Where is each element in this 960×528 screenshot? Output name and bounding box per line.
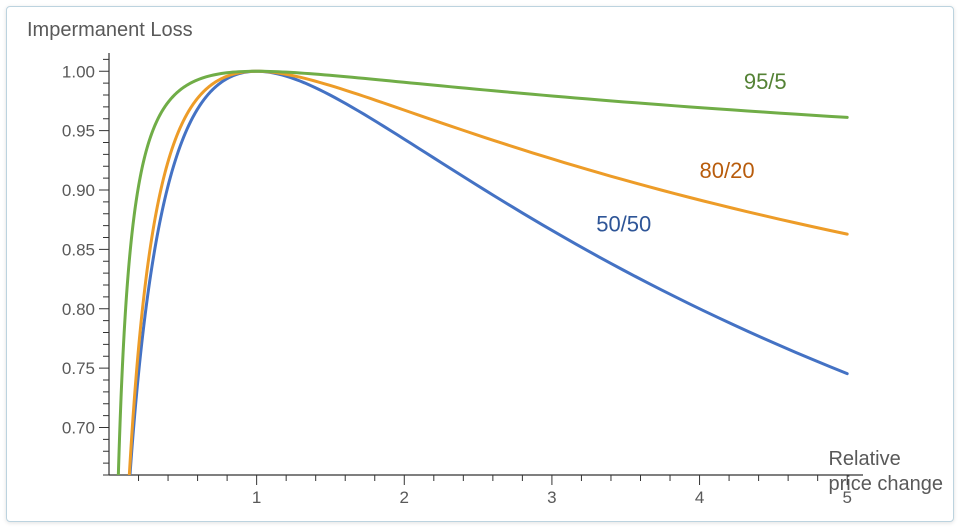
y-tick-label: 0.95	[62, 122, 95, 141]
chart-frame: Impermanent Loss Relative price change 1…	[6, 6, 954, 522]
x-tick-label: 5	[842, 488, 851, 507]
y-tick-label: 1.00	[62, 62, 95, 81]
x-tick-label: 3	[547, 488, 556, 507]
x-tick-label: 2	[400, 488, 409, 507]
series-80_20	[115, 71, 847, 521]
y-tick-label: 0.75	[62, 359, 95, 378]
y-tick-label: 0.90	[62, 181, 95, 200]
series-50_50	[115, 71, 847, 521]
y-tick-label: 0.70	[62, 419, 95, 438]
series-label-95_5: 95/5	[744, 69, 787, 94]
x-tick-label: 4	[695, 488, 704, 507]
series-label-80_20: 80/20	[700, 158, 755, 183]
series-95_5	[115, 71, 847, 521]
series-label-50_50: 50/50	[596, 212, 651, 237]
y-tick-label: 0.80	[62, 300, 95, 319]
y-tick-label: 0.85	[62, 240, 95, 259]
x-tick-label: 1	[252, 488, 261, 507]
chart-svg: 1 2 3 4 5 0.70 0.75 0.80 0.85 0.90 0.95 1.00 50/50 80…	[7, 7, 953, 521]
